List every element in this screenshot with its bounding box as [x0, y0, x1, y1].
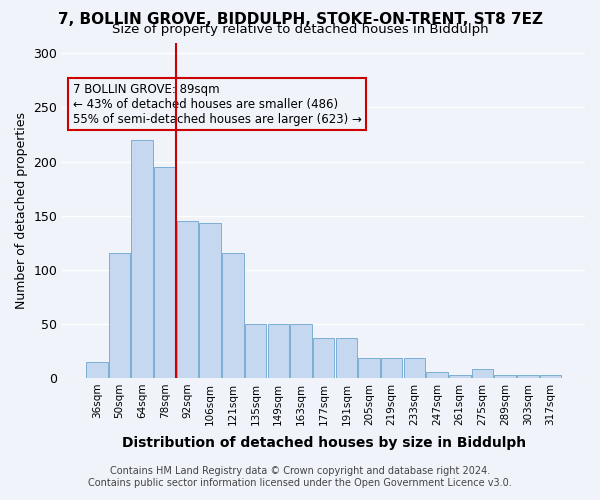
Bar: [177, 221, 199, 378]
Bar: [381, 358, 403, 378]
Bar: [539, 374, 561, 378]
Bar: [131, 140, 153, 378]
Bar: [268, 324, 289, 378]
Bar: [245, 324, 266, 378]
Bar: [426, 372, 448, 378]
X-axis label: Distribution of detached houses by size in Biddulph: Distribution of detached houses by size …: [122, 436, 526, 450]
Bar: [222, 254, 244, 378]
Text: 7, BOLLIN GROVE, BIDDULPH, STOKE-ON-TRENT, ST8 7EZ: 7, BOLLIN GROVE, BIDDULPH, STOKE-ON-TREN…: [58, 12, 542, 28]
Text: 7 BOLLIN GROVE: 89sqm
← 43% of detached houses are smaller (486)
55% of semi-det: 7 BOLLIN GROVE: 89sqm ← 43% of detached …: [73, 82, 362, 126]
Bar: [517, 374, 539, 378]
Bar: [86, 362, 107, 378]
Bar: [199, 223, 221, 378]
Bar: [290, 324, 312, 378]
Bar: [472, 369, 493, 378]
Bar: [494, 374, 516, 378]
Text: Contains HM Land Registry data © Crown copyright and database right 2024.
Contai: Contains HM Land Registry data © Crown c…: [88, 466, 512, 487]
Bar: [449, 374, 470, 378]
Bar: [358, 358, 380, 378]
Text: Size of property relative to detached houses in Biddulph: Size of property relative to detached ho…: [112, 22, 488, 36]
Y-axis label: Number of detached properties: Number of detached properties: [15, 112, 28, 308]
Bar: [335, 338, 357, 378]
Bar: [109, 254, 130, 378]
Bar: [404, 358, 425, 378]
Bar: [154, 167, 176, 378]
Bar: [313, 338, 334, 378]
